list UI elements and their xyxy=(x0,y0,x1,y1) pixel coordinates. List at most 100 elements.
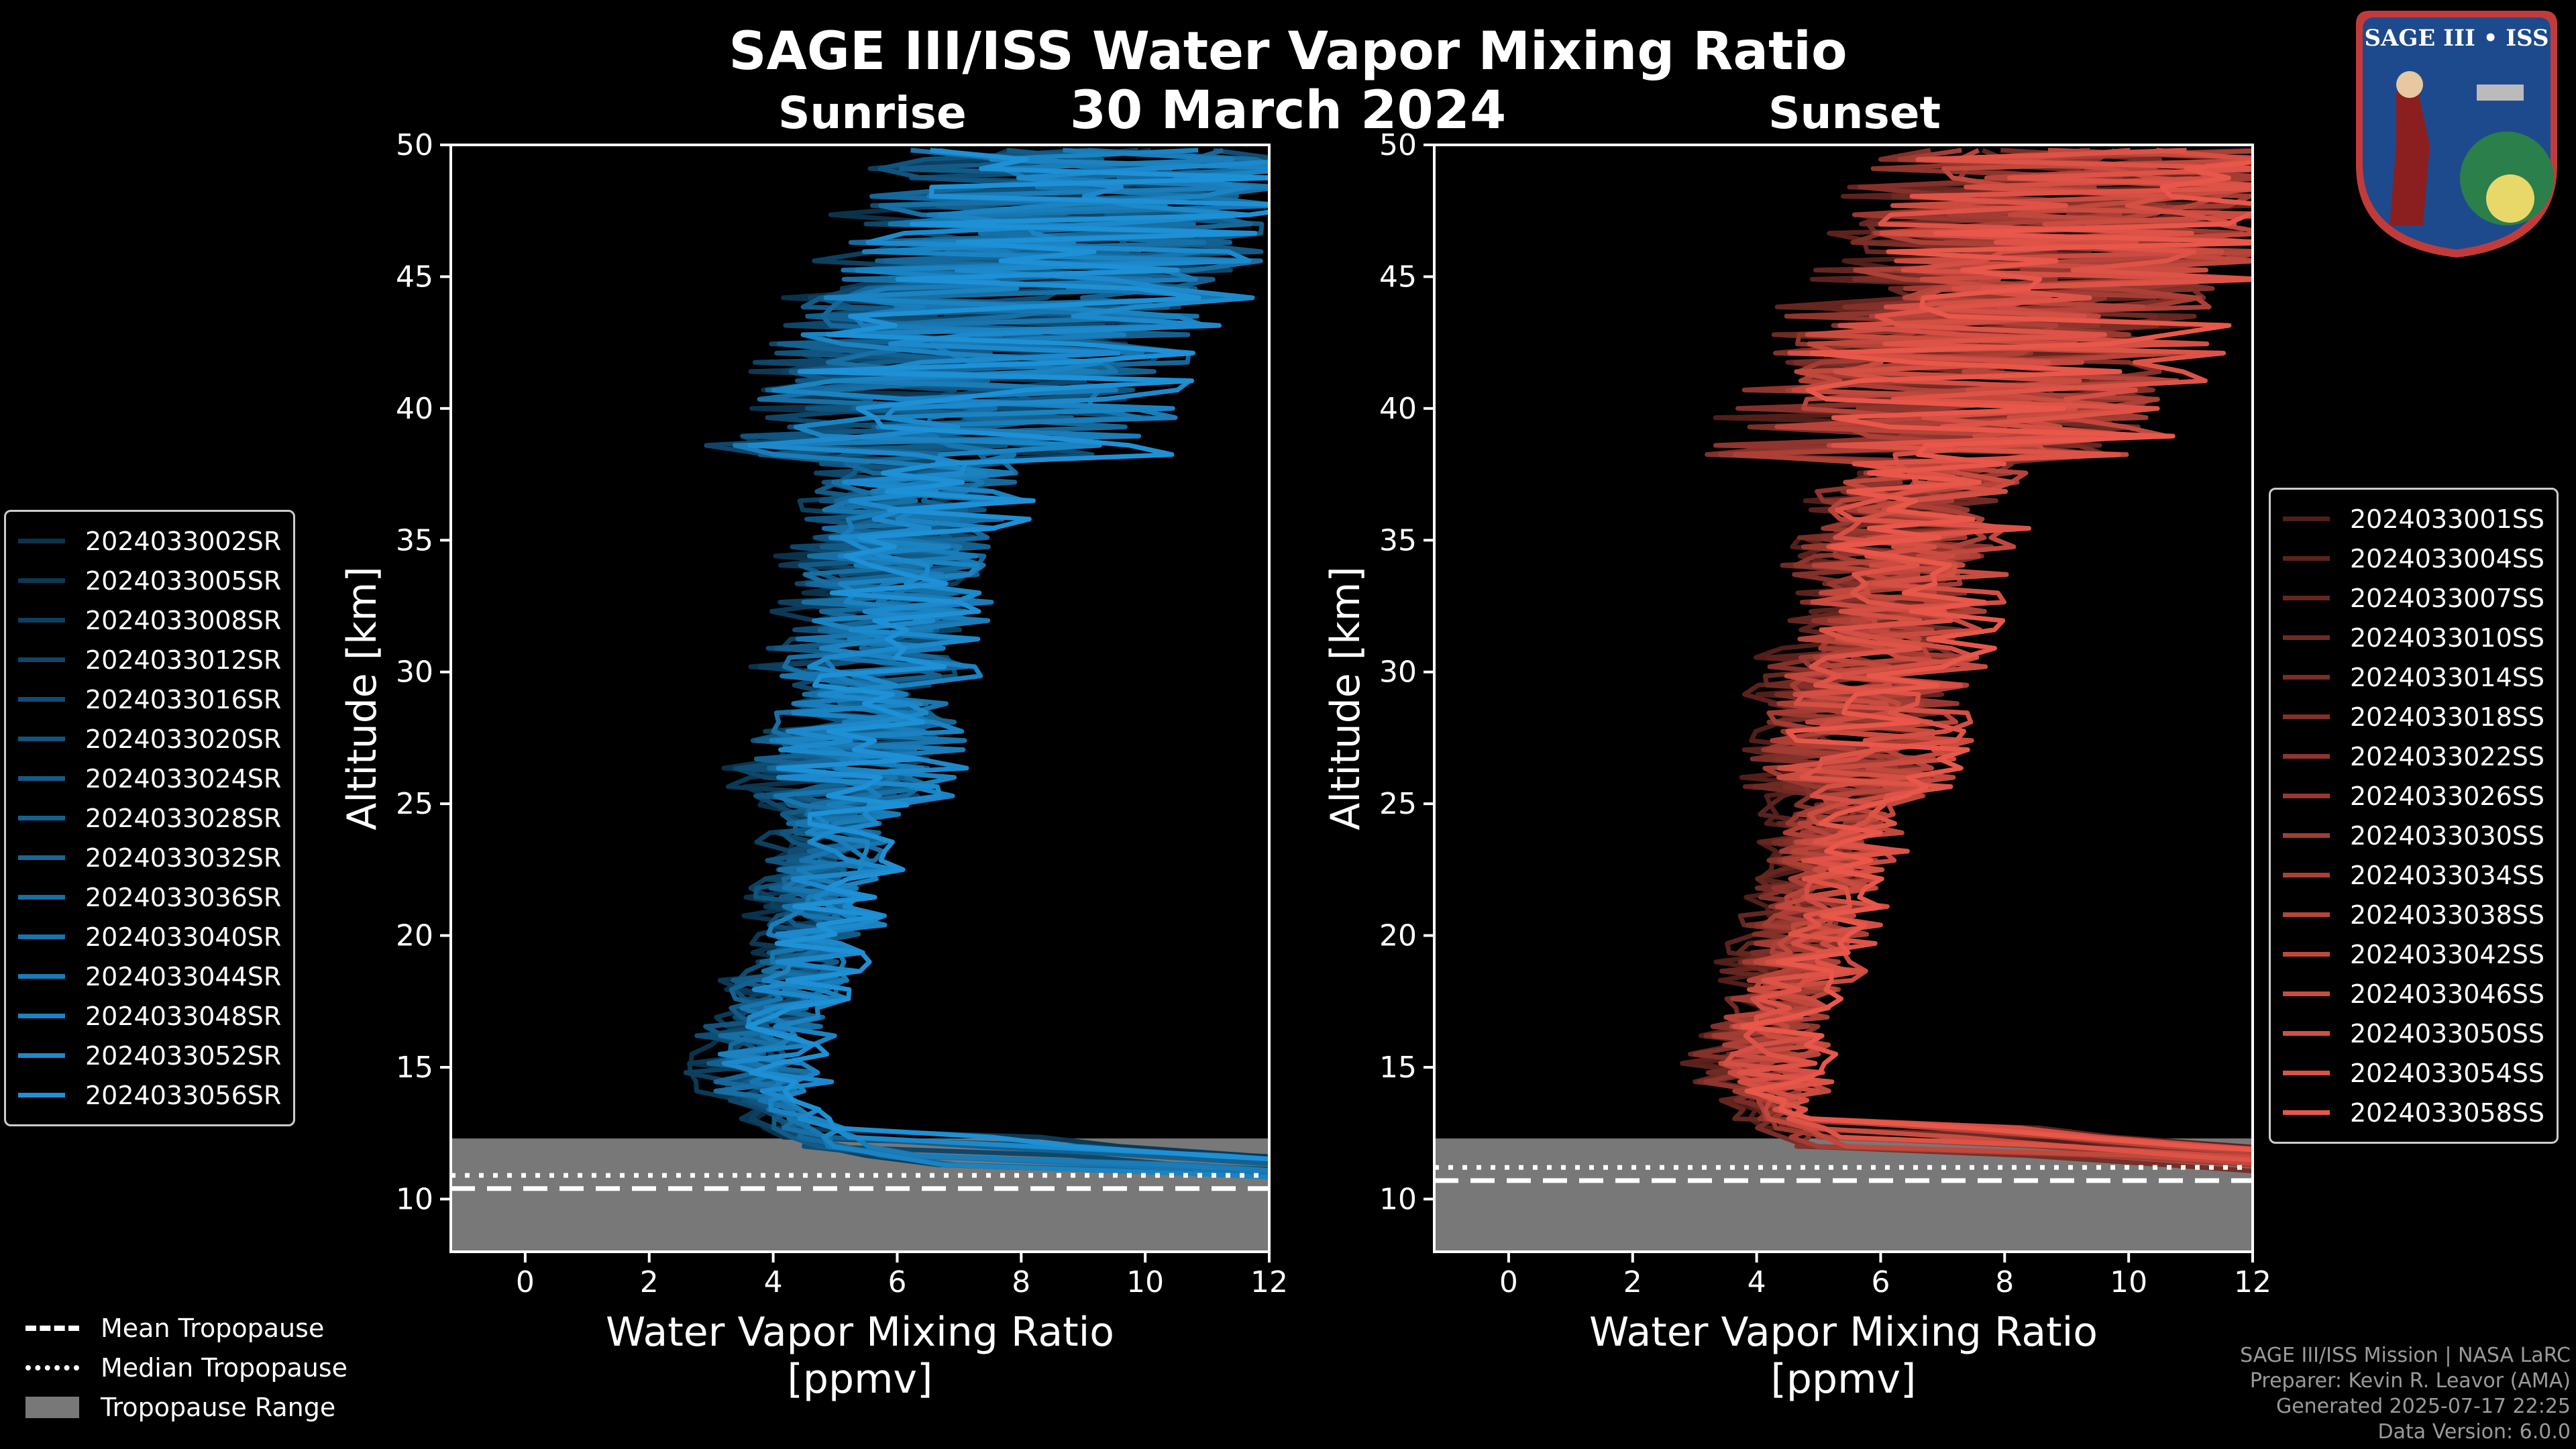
legend-label: 2024033050SS xyxy=(2350,1018,2545,1049)
legend-swatch xyxy=(2283,1031,2330,1036)
credits: SAGE III/ISS Mission | NASA LaRC Prepare… xyxy=(2240,1343,2571,1445)
legend-label: 2024033022SS xyxy=(2350,741,2545,771)
sunset-y-tick-label: 25 xyxy=(1379,787,1417,821)
legend-swatch xyxy=(18,855,65,860)
sunset-x-tick-label: 12 xyxy=(2234,1265,2271,1299)
legend-label: 2024033005SR xyxy=(85,566,282,596)
sunrise-y-tick-label: 20 xyxy=(396,919,433,953)
sunset-legend: 2024033001SS 2024033004SS 2024033007SS 2024… xyxy=(2269,488,2559,1144)
legend-entry: 2024033030SS xyxy=(2283,816,2544,855)
legend-swatch xyxy=(2283,794,2330,798)
legend-range-label: Tropopause Range xyxy=(101,1392,336,1422)
sunrise-x-tick-label: 8 xyxy=(1012,1265,1030,1299)
sunrise-y-tick-label: 50 xyxy=(396,128,433,162)
range-swatch xyxy=(25,1396,79,1418)
legend-entry: 2024033050SS xyxy=(2283,1014,2544,1053)
sunrise-x-tick-label: 2 xyxy=(640,1265,659,1299)
chart-title: SAGE III/ISS Water Vapor Mixing Ratio xyxy=(729,21,1847,82)
legend-label: 2024033030SS xyxy=(2350,820,2545,851)
legend-swatch xyxy=(2283,912,2330,917)
legend-label: 2024033002SR xyxy=(85,526,282,556)
sage-iii-iss-logo: SAGE III • ISS xyxy=(2356,11,2557,258)
sunrise-y-tick-label: 10 xyxy=(396,1182,433,1216)
legend-label: 2024033052SR xyxy=(85,1040,282,1071)
legend-swatch xyxy=(18,816,65,820)
sunset-y-tick-label: 30 xyxy=(1379,655,1417,690)
sunrise-y-tick-label: 30 xyxy=(396,655,433,690)
sunset-x-tick-label: 2 xyxy=(1623,1265,1642,1299)
legend-entry: 2024033002SR xyxy=(18,521,281,561)
sunrise-x-tick-label: 4 xyxy=(764,1265,783,1299)
sunrise-y-axis-label: Altitude [km] xyxy=(339,566,386,830)
legend-label: 2024033040SR xyxy=(85,922,282,952)
legend-label: 2024033016SR xyxy=(85,684,282,714)
legend-swatch xyxy=(18,776,65,781)
legend-swatch xyxy=(2283,596,2330,600)
legend-label: 2024033018SS xyxy=(2350,702,2545,732)
legend-entry: 2024033034SS xyxy=(2283,855,2544,895)
sunrise-x-tick-label: 0 xyxy=(516,1265,535,1299)
sunset-y-tick-label: 15 xyxy=(1379,1051,1417,1085)
legend-label: 2024033026SS xyxy=(2350,781,2545,811)
legend-entry: 2024033010SS xyxy=(2283,618,2544,657)
legend-label: 2024033048SR xyxy=(85,1001,282,1031)
legend-tropopause-range: Tropopause Range xyxy=(25,1387,347,1427)
sunrise-x-axis-unit: [ppmv] xyxy=(788,1356,933,1403)
legend-swatch xyxy=(18,539,65,543)
legend-label: 2024033036SR xyxy=(85,882,282,912)
chart-date: 30 March 2024 xyxy=(1069,80,1507,141)
legend-label: 2024033024SR xyxy=(85,763,282,794)
legend-swatch xyxy=(18,578,65,583)
legend-entry: 2024033016SR xyxy=(18,680,281,719)
legend-mean-label: Mean Tropopause xyxy=(101,1313,325,1343)
legend-swatch xyxy=(18,697,65,702)
svg-text:SAGE III • ISS: SAGE III • ISS xyxy=(2364,25,2548,52)
sunrise-y-tick-label: 15 xyxy=(396,1051,433,1085)
sunrise-y-tick-label: 40 xyxy=(396,392,433,426)
profile-line-2024033054SS xyxy=(1737,148,2253,1163)
tropopause-legend: Mean Tropopause Median Tropopause Tropop… xyxy=(25,1308,347,1427)
legend-entry: 2024033042SS xyxy=(2283,934,2544,974)
legend-entry: 2024033007SS xyxy=(2283,578,2544,618)
legend-label: 2024033008SR xyxy=(85,605,282,635)
legend-swatch xyxy=(2283,1110,2330,1115)
sunrise-x-axis-label: Water Vapor Mixing Ratio xyxy=(606,1309,1114,1356)
legend-swatch xyxy=(18,1093,65,1097)
legend-label: 2024033014SS xyxy=(2350,662,2545,692)
legend-swatch xyxy=(2283,754,2330,759)
legend-label: 2024033044SR xyxy=(85,961,282,991)
legend-swatch xyxy=(2283,556,2330,561)
profile-line-2024033050SS xyxy=(1723,148,2253,1151)
legend-label: 2024033007SS xyxy=(2350,583,2545,613)
logo-figure-icon xyxy=(2390,85,2430,225)
legend-swatch xyxy=(18,737,65,741)
legend-swatch xyxy=(2283,833,2330,838)
sunset-plot-area xyxy=(1434,148,2253,1252)
credit-preparer: Preparer: Kevin R. Leavor (AMA) xyxy=(2249,1369,2571,1393)
sunset-y-tick-label: 20 xyxy=(1379,919,1417,953)
legend-entry: 2024033028SR xyxy=(18,798,281,838)
legend-swatch xyxy=(18,657,65,662)
legend-swatch xyxy=(18,895,65,900)
legend-label: 2024033001SS xyxy=(2350,504,2545,534)
legend-entry: 2024033004SS xyxy=(2283,539,2544,578)
legend-entry: 2024033024SR xyxy=(18,759,281,798)
sunset-y-tick-label: 45 xyxy=(1379,260,1417,294)
legend-entry: 2024033052SR xyxy=(18,1036,281,1075)
sunset-panel-title: Sunset xyxy=(1768,87,1941,139)
sunset-y-axis-label: Altitude [km] xyxy=(1322,566,1369,830)
sunset-y-tick-label: 35 xyxy=(1379,523,1417,557)
legend-swatch xyxy=(18,934,65,939)
sunset-y-tick-label: 50 xyxy=(1379,128,1417,162)
legend-mean-tropopause: Mean Tropopause xyxy=(25,1308,347,1348)
logo-iss-icon xyxy=(2477,85,2524,101)
legend-entry: 2024033048SR xyxy=(18,996,281,1036)
legend-label: 2024033046SS xyxy=(2350,979,2545,1009)
profile-line-2024033056SR xyxy=(745,148,1269,1162)
sunset-x-axis-label: Water Vapor Mixing Ratio xyxy=(1589,1309,2098,1356)
sunset-x-tick-label: 4 xyxy=(1748,1265,1766,1299)
profile-line-2024033058SS xyxy=(1739,160,2253,1152)
profile-line-2024033046SS xyxy=(1727,148,2253,1160)
legend-entry: 2024033012SR xyxy=(18,640,281,680)
